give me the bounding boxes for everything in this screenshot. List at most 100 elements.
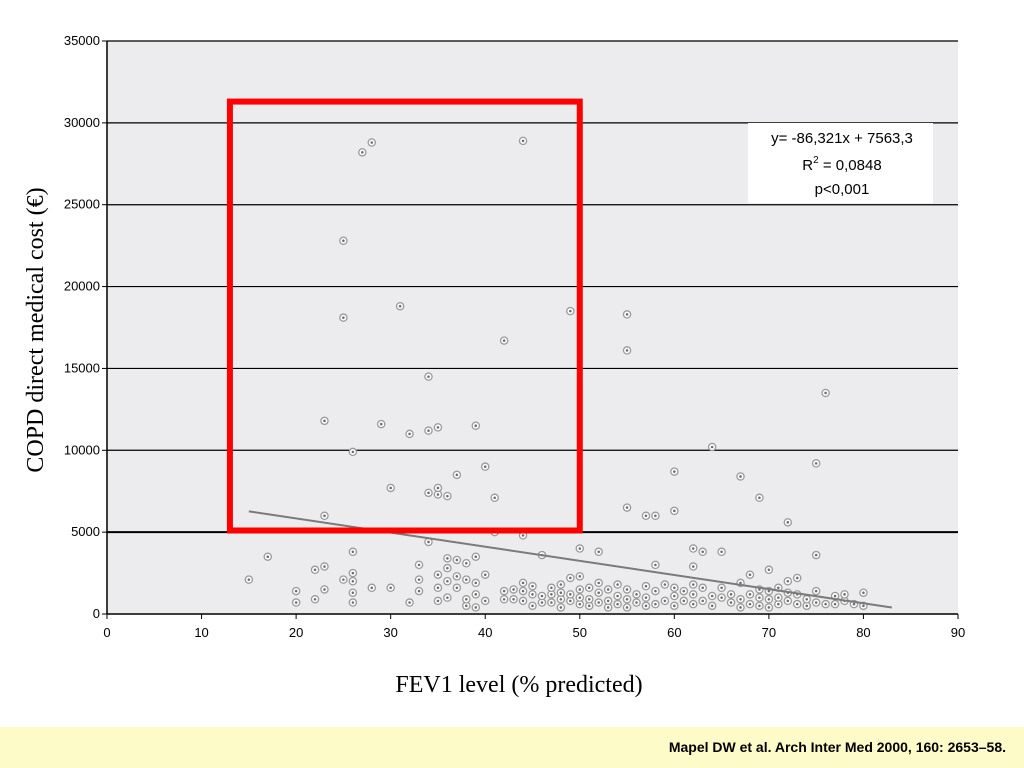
data-point-center	[266, 555, 270, 558]
data-point-center	[521, 599, 525, 603]
data-point-center	[436, 426, 440, 429]
data-point-center	[502, 597, 506, 601]
data-point-center	[833, 594, 837, 598]
data-point-center	[862, 604, 865, 608]
data-point-center	[569, 309, 572, 313]
data-point-center	[824, 602, 827, 606]
data-point-center	[758, 604, 761, 608]
equation-text: y= -86,321x + 7563,3	[771, 130, 913, 147]
x-tick-label: 80	[856, 625, 870, 640]
data-point-center	[521, 589, 525, 593]
highlight-box	[226, 98, 583, 534]
data-point-center	[323, 419, 326, 423]
data-point-center	[493, 496, 496, 500]
data-point-center	[587, 586, 591, 590]
data-point-center	[569, 599, 572, 603]
data-point-center	[654, 602, 657, 606]
data-point-center	[436, 493, 440, 496]
data-point-center	[663, 599, 667, 603]
y-tick-label: 30000	[64, 115, 100, 130]
data-point-center	[446, 566, 449, 570]
data-point-center	[805, 597, 809, 601]
data-point-center	[814, 589, 818, 593]
y-tick-label: 15000	[64, 360, 100, 375]
data-point-center	[682, 599, 686, 603]
data-point-center	[691, 602, 695, 606]
y-tick-label: 10000	[64, 442, 100, 457]
data-point-center	[767, 597, 771, 601]
data-point-center	[483, 599, 487, 603]
data-point-center	[351, 579, 355, 583]
data-point-center	[786, 599, 790, 603]
data-point-center	[748, 573, 752, 577]
data-point-center	[767, 568, 771, 572]
data-point-center	[767, 589, 771, 593]
data-point-center	[691, 583, 695, 586]
axes	[102, 40, 959, 619]
y-tick-label: 25000	[64, 197, 100, 212]
data-point-center	[758, 596, 761, 599]
data-point-center	[531, 593, 534, 596]
data-point-center	[729, 593, 733, 596]
data-point-center	[521, 581, 525, 585]
data-point-center	[673, 604, 676, 608]
data-point-center	[408, 601, 411, 604]
data-point-center	[351, 601, 355, 604]
data-point-center	[691, 593, 695, 596]
data-point-center	[550, 586, 553, 590]
data-point-center	[436, 586, 440, 590]
data-point-center	[777, 596, 780, 599]
x-tick-label: 60	[667, 625, 681, 640]
data-point-center	[767, 606, 771, 609]
data-point-center	[455, 473, 459, 477]
data-point-center	[465, 561, 468, 565]
data-point-center	[379, 422, 383, 426]
data-point-center	[531, 584, 534, 588]
data-point-center	[417, 589, 421, 593]
data-point-center	[351, 591, 355, 595]
data-point-center	[313, 568, 317, 572]
data-point-center	[550, 601, 553, 604]
data-point-center	[351, 550, 355, 554]
data-point-center	[739, 597, 742, 601]
data-point-center	[342, 578, 345, 581]
trendline	[248, 510, 892, 609]
data-point-center	[606, 599, 610, 603]
data-point-center	[654, 589, 657, 593]
data-point-center	[682, 589, 686, 593]
data-point-center	[512, 597, 515, 601]
data-point-center	[578, 575, 582, 578]
p-value-text: p<0,001	[815, 181, 870, 198]
data-point-center	[720, 596, 723, 599]
data-point-center	[663, 583, 667, 586]
y-tick-label: 20000	[64, 279, 100, 294]
data-point-center	[701, 550, 704, 554]
data-point-center	[625, 506, 629, 509]
data-point-center	[446, 579, 449, 583]
data-point-center	[474, 555, 478, 558]
data-point-center	[786, 521, 790, 524]
data-point-center	[673, 470, 676, 473]
data-point-center	[323, 514, 326, 518]
data-point-center	[578, 588, 582, 591]
footer-bar: Mapel DW et al. Arch Inter Med 2000, 160…	[0, 727, 1024, 768]
data-point-center	[777, 602, 780, 606]
data-point-center	[625, 349, 629, 352]
data-point-center	[446, 557, 449, 560]
data-point-center	[427, 375, 430, 378]
data-point-center	[691, 565, 695, 568]
data-point-center	[465, 597, 468, 601]
x-axis-title: FEV1 level (% predicted)	[395, 672, 642, 698]
r-squared-superscript: 2	[813, 155, 819, 166]
data-point-center	[351, 450, 355, 454]
scatter-chart: 0 5000 10000 15000 20000 25000 30000 35000 0 10 20…	[23, 33, 965, 698]
data-point-center	[625, 588, 629, 591]
data-point-center	[824, 391, 827, 395]
data-point-center	[587, 604, 591, 608]
data-point-center	[616, 594, 619, 598]
data-point-center	[644, 584, 648, 588]
data-point-center	[550, 593, 553, 596]
data-point-center	[635, 601, 638, 604]
data-point-center	[814, 601, 818, 604]
data-point-center	[474, 581, 478, 585]
